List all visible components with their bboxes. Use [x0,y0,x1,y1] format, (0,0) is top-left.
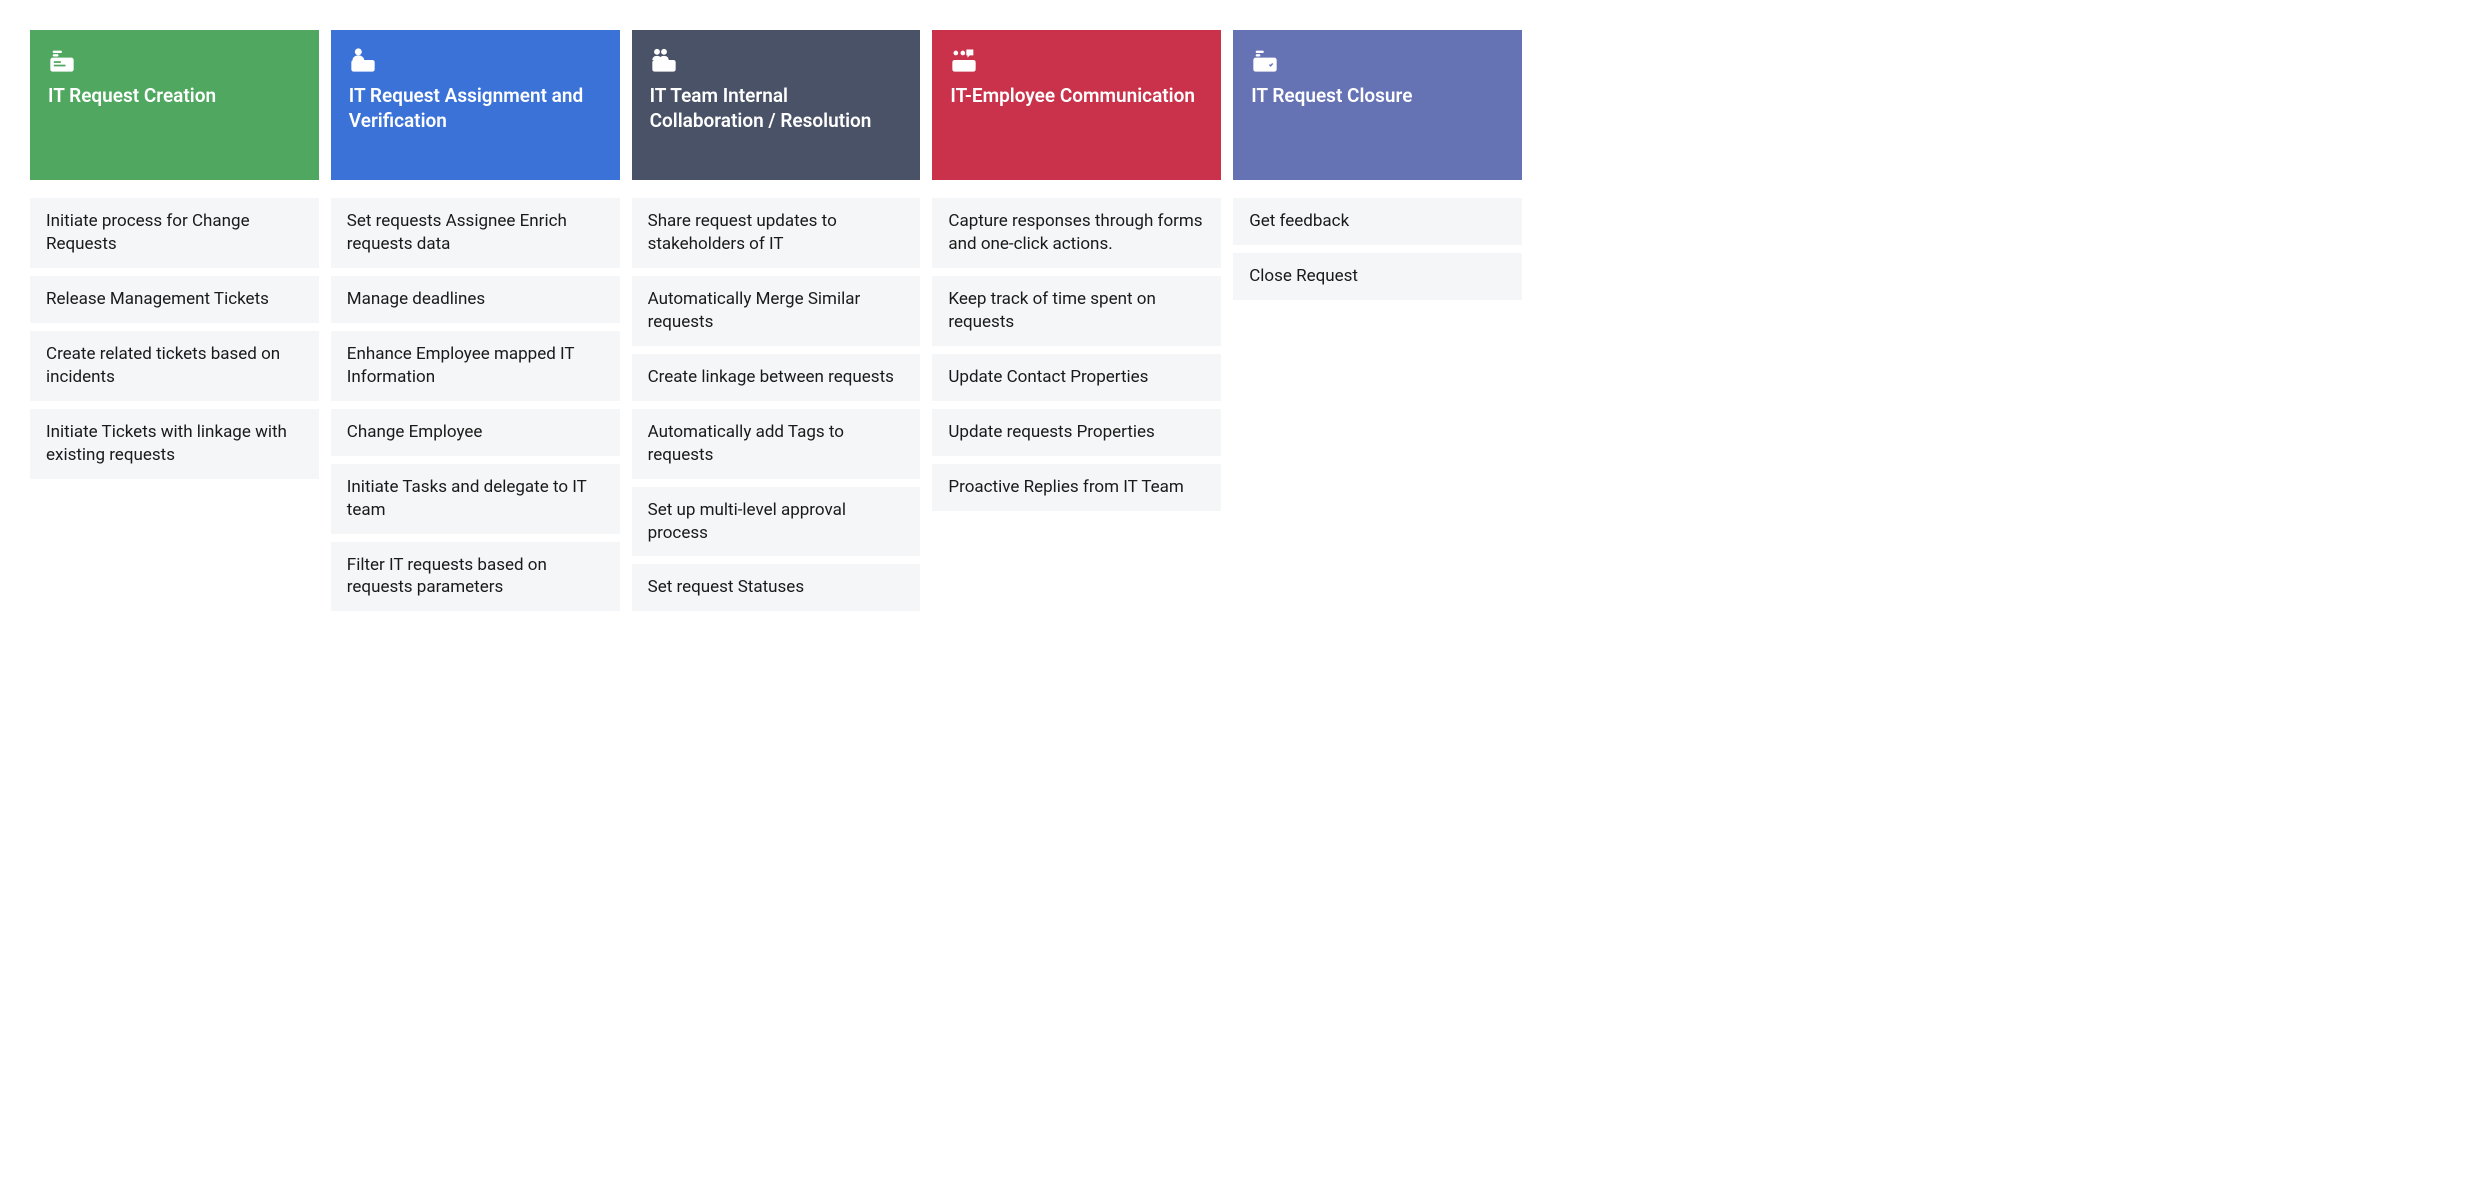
card: Keep track of time spent on requests [932,276,1221,346]
card: Capture responses through forms and one-… [932,198,1221,268]
card: Initiate Tickets with linkage with exist… [30,409,319,479]
card-list: Get feedback Close Request [1233,198,1522,300]
card: Update Contact Properties [932,354,1221,401]
column-title: IT Team Internal Collaboration / Resolut… [650,84,903,133]
card: Automatically Merge Similar requests [632,276,921,346]
column-header-collaboration: IT Team Internal Collaboration / Resolut… [632,30,921,180]
card: Update requests Properties [932,409,1221,456]
card: Change Employee [331,409,620,456]
card: Manage deadlines [331,276,620,323]
column-header-creation: IT Request Creation [30,30,319,180]
column-closure: IT Request Closure Get feedback Close Re… [1233,30,1522,300]
person-card-icon [349,46,377,74]
card-list: Initiate process for Change Requests Rel… [30,198,319,479]
column-header-assignment: IT Request Assignment and Verification [331,30,620,180]
column-communication: IT-Employee Communication Capture respon… [932,30,1221,511]
card: Filter IT requests based on requests par… [331,542,620,612]
card: Initiate Tasks and delegate to IT team [331,464,620,534]
card: Proactive Replies from IT Team [932,464,1221,511]
card: Create linkage between requests [632,354,921,401]
column-title: IT Request Closure [1251,84,1504,109]
card: Share request updates to stakeholders of… [632,198,921,268]
card-list: Share request updates to stakeholders of… [632,198,921,611]
card: Create related tickets based on incident… [30,331,319,401]
chat-card-icon [950,46,978,74]
column-creation: IT Request Creation Initiate process for… [30,30,319,479]
card: Automatically add Tags to requests [632,409,921,479]
column-header-closure: IT Request Closure [1233,30,1522,180]
card: Enhance Employee mapped IT Information [331,331,620,401]
column-title: IT-Employee Communication [950,84,1203,109]
card: Initiate process for Change Requests [30,198,319,268]
check-card-icon [1251,46,1279,74]
column-assignment: IT Request Assignment and Verification S… [331,30,620,611]
card: Set request Statuses [632,564,921,611]
column-header-communication: IT-Employee Communication [932,30,1221,180]
column-title: IT Request Creation [48,84,301,109]
card-list: Set requests Assignee Enrich requests da… [331,198,620,611]
people-card-icon [650,46,678,74]
card: Set requests Assignee Enrich requests da… [331,198,620,268]
column-collaboration: IT Team Internal Collaboration / Resolut… [632,30,921,611]
card: Close Request [1233,253,1522,300]
card-list-icon [48,46,76,74]
card: Set up multi-level approval process [632,487,921,557]
card: Release Management Tickets [30,276,319,323]
card: Get feedback [1233,198,1522,245]
column-title: IT Request Assignment and Verification [349,84,602,133]
card-list: Capture responses through forms and one-… [932,198,1221,511]
process-board: IT Request Creation Initiate process for… [30,30,1522,611]
